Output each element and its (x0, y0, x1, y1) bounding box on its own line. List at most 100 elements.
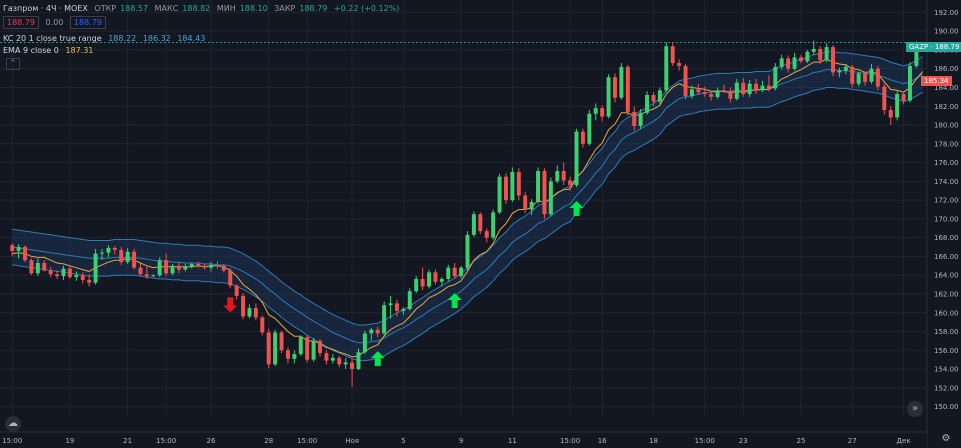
candle-body (471, 214, 476, 235)
ema-legend[interactable]: EMA 9 close 0 187.31 (3, 45, 97, 57)
candle (311, 338, 316, 362)
candle (465, 231, 470, 271)
candle-body (863, 73, 868, 82)
candle (48, 266, 53, 278)
candle-body (497, 176, 502, 213)
candle-body (285, 350, 290, 359)
candle (593, 103, 598, 121)
candle (843, 64, 848, 75)
candle (786, 55, 791, 73)
candle-body (234, 285, 239, 296)
time-tick-label: 26 (207, 437, 216, 445)
symbol-title[interactable]: Газпром · 4Ч · MOEX (3, 4, 88, 13)
candle (10, 243, 15, 257)
candle-body (843, 66, 848, 71)
candle-body (215, 264, 220, 266)
candle-body (247, 308, 252, 317)
gear-icon[interactable]: ⚙ (941, 433, 951, 444)
candle (253, 303, 258, 321)
candle-body (702, 92, 707, 95)
candle-body (414, 278, 419, 292)
collapse-legend-button[interactable]: ^ (6, 58, 20, 70)
candle-body (869, 68, 874, 82)
cloud-icon[interactable]: ☁ (5, 416, 21, 432)
candle-body (478, 214, 483, 232)
candle (176, 262, 181, 274)
candle (330, 354, 335, 364)
candle (901, 91, 906, 105)
candle-body (638, 112, 643, 126)
spread-value: 0.00 (45, 18, 64, 27)
sell-arrow-icon (223, 297, 238, 313)
candle (42, 260, 47, 272)
candle-body (112, 247, 117, 250)
candle (689, 85, 694, 99)
candle-body (747, 83, 752, 95)
candle-body (93, 253, 98, 283)
candle-body (593, 108, 598, 114)
buy-button[interactable]: 188.79 (69, 16, 106, 29)
time-axis: 15:00 19 21 15:00 26 28 15:00 Ноя 5 9 11 15:00 16 18 1… (0, 431, 927, 448)
candle (164, 253, 169, 277)
time-tick-label: 25 (796, 437, 805, 445)
kc-lower-value: 184.43 (177, 34, 206, 43)
candle-body (792, 57, 797, 69)
price-tick-label: 152.00 (934, 384, 959, 392)
candle-body (209, 264, 213, 268)
candle-body (42, 263, 47, 271)
sell-button[interactable]: 188.79 (3, 16, 39, 29)
keltner-channel (12, 51, 924, 362)
price-tick-label: 158.00 (934, 328, 959, 336)
candle-body (516, 171, 521, 196)
candle (568, 176, 573, 191)
time-tick-label: 27 (848, 437, 857, 445)
candle (29, 258, 34, 276)
candle (318, 339, 322, 357)
candle (510, 167, 515, 202)
candle (715, 87, 720, 99)
candle (529, 199, 534, 216)
candle-body (151, 275, 156, 277)
time-tick-label: 15:00 (560, 437, 580, 445)
time-tick-label: 15:00 (2, 437, 22, 445)
scroll-right-button[interactable]: » (907, 401, 923, 417)
candle (170, 263, 175, 276)
time-tick-label: 21 (123, 437, 132, 445)
candle (625, 64, 630, 116)
candle-body (144, 274, 149, 277)
candle (632, 106, 637, 131)
candle (61, 265, 66, 280)
symbol-legend: Газпром · 4Ч · MOEX ОТКР 188.57 МАКС 188.8… (3, 3, 403, 15)
candle-body (382, 305, 387, 334)
price-tick-label: 180.00 (934, 122, 959, 130)
candle (241, 293, 246, 320)
candle (388, 295, 393, 319)
candle-body (343, 362, 348, 365)
candle-body (202, 265, 207, 268)
price-tick-label: 190.00 (934, 28, 959, 36)
candle (157, 257, 162, 278)
candle (279, 330, 284, 354)
candle-body (279, 332, 284, 351)
time-axis-bg (0, 432, 927, 448)
buy-arrow-icon (447, 292, 462, 308)
candle (196, 262, 201, 268)
candle-body (664, 46, 669, 91)
candle-body (856, 73, 861, 84)
level-price-tag: 185.34 (921, 76, 952, 86)
candle (831, 45, 836, 77)
candle-body (48, 270, 53, 275)
candle (645, 91, 650, 115)
kc-legend[interactable]: KC 20 1 close true range 188.22 186.32 1… (3, 33, 209, 45)
price-axis-bg (927, 0, 961, 448)
candle-body (16, 247, 21, 251)
candle (484, 228, 489, 243)
candle (93, 248, 98, 285)
candle (215, 261, 220, 269)
candle (189, 263, 194, 269)
candle-body (350, 362, 355, 370)
trade-buttons: 188.79 0.00 188.79 (3, 16, 110, 29)
price-tick-label: 184.00 (934, 84, 959, 92)
candle-body (446, 267, 451, 279)
